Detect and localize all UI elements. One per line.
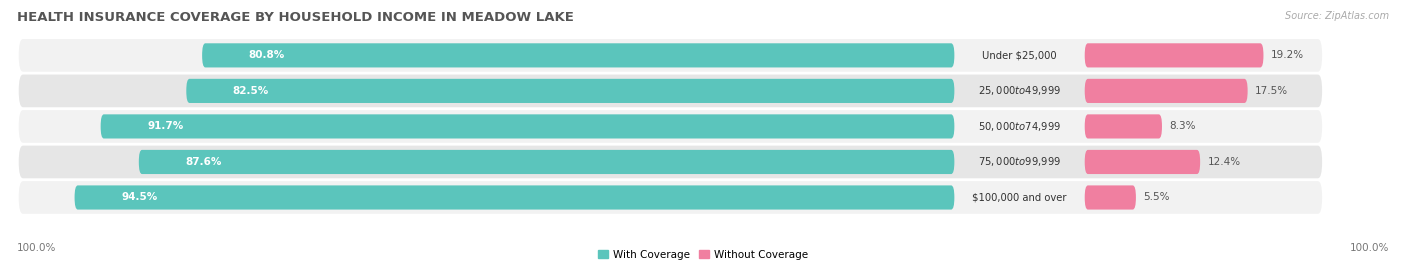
Text: 100.0%: 100.0% bbox=[1350, 243, 1389, 253]
Text: Under $25,000: Under $25,000 bbox=[983, 50, 1057, 60]
FancyBboxPatch shape bbox=[139, 150, 955, 174]
Text: HEALTH INSURANCE COVERAGE BY HOUSEHOLD INCOME IN MEADOW LAKE: HEALTH INSURANCE COVERAGE BY HOUSEHOLD I… bbox=[17, 11, 574, 24]
Text: 12.4%: 12.4% bbox=[1208, 157, 1240, 167]
Text: $25,000 to $49,999: $25,000 to $49,999 bbox=[979, 84, 1062, 97]
FancyBboxPatch shape bbox=[18, 110, 1322, 143]
FancyBboxPatch shape bbox=[186, 79, 955, 103]
FancyBboxPatch shape bbox=[202, 43, 955, 68]
Text: 91.7%: 91.7% bbox=[148, 121, 183, 132]
Text: 8.3%: 8.3% bbox=[1170, 121, 1197, 132]
FancyBboxPatch shape bbox=[18, 181, 1322, 214]
Text: 94.5%: 94.5% bbox=[121, 193, 157, 203]
FancyBboxPatch shape bbox=[1084, 43, 1264, 68]
Text: 82.5%: 82.5% bbox=[233, 86, 269, 96]
Text: 80.8%: 80.8% bbox=[249, 50, 285, 60]
FancyBboxPatch shape bbox=[101, 114, 955, 139]
FancyBboxPatch shape bbox=[18, 146, 1322, 178]
FancyBboxPatch shape bbox=[18, 75, 1322, 107]
FancyBboxPatch shape bbox=[18, 39, 1322, 72]
FancyBboxPatch shape bbox=[1084, 185, 1136, 210]
FancyBboxPatch shape bbox=[75, 185, 955, 210]
Text: $50,000 to $74,999: $50,000 to $74,999 bbox=[979, 120, 1062, 133]
Text: $100,000 and over: $100,000 and over bbox=[973, 193, 1067, 203]
Text: Source: ZipAtlas.com: Source: ZipAtlas.com bbox=[1285, 11, 1389, 21]
FancyBboxPatch shape bbox=[1084, 150, 1201, 174]
Text: 87.6%: 87.6% bbox=[186, 157, 222, 167]
Text: 100.0%: 100.0% bbox=[17, 243, 56, 253]
Text: 5.5%: 5.5% bbox=[1143, 193, 1170, 203]
Text: 17.5%: 17.5% bbox=[1256, 86, 1288, 96]
FancyBboxPatch shape bbox=[1084, 114, 1161, 139]
FancyBboxPatch shape bbox=[1084, 79, 1247, 103]
Legend: With Coverage, Without Coverage: With Coverage, Without Coverage bbox=[593, 245, 813, 264]
Text: $75,000 to $99,999: $75,000 to $99,999 bbox=[979, 155, 1062, 168]
Text: 19.2%: 19.2% bbox=[1271, 50, 1303, 60]
